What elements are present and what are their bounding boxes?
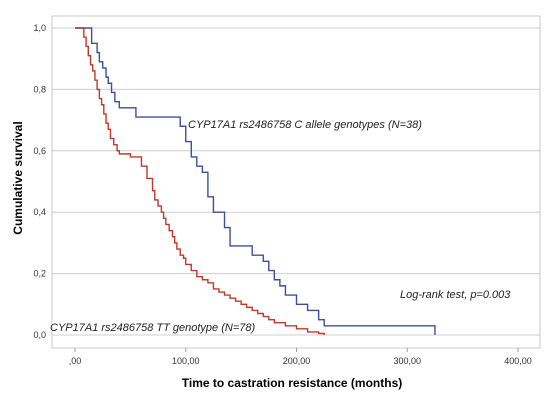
y-tick-label: 1,0 (33, 23, 46, 33)
x-tick-label: ,00 (69, 356, 82, 366)
y-tick-label: 0,8 (33, 84, 46, 94)
y-tick-label: 0,6 (33, 146, 46, 156)
gridlines (52, 27, 540, 336)
y-tick-label: 0,4 (33, 207, 46, 217)
series-line-c-allele (75, 27, 436, 335)
series-lines (75, 27, 436, 335)
x-axis-title: Time to castration resistance (months) (182, 376, 403, 390)
x-tick-label: 200,00 (283, 356, 311, 366)
x-tick-label: 300,00 (393, 356, 421, 366)
x-tick-label: 400,00 (504, 356, 532, 366)
x-tick-label: 100,00 (172, 356, 200, 366)
y-tick-label: 0,0 (33, 330, 46, 340)
annotation-tt-genotype: CYP17A1 rs2486758 TT genotype (N=78) (50, 322, 255, 334)
y-tick-label: 0,2 (33, 269, 46, 279)
annotation-c-allele: CYP17A1 rs2486758 C allele genotypes (N=… (188, 119, 422, 131)
y-axis-title: Cumulative survival (11, 121, 25, 234)
series-line-tt-genotype (75, 27, 325, 335)
annotation-logrank: Log-rank test, p=0.003 (400, 289, 511, 301)
axes: 0,0 0,2 0,4 0,6 0,8 1,0 ,00 100,00 200,00 300,00 4… (33, 15, 541, 366)
